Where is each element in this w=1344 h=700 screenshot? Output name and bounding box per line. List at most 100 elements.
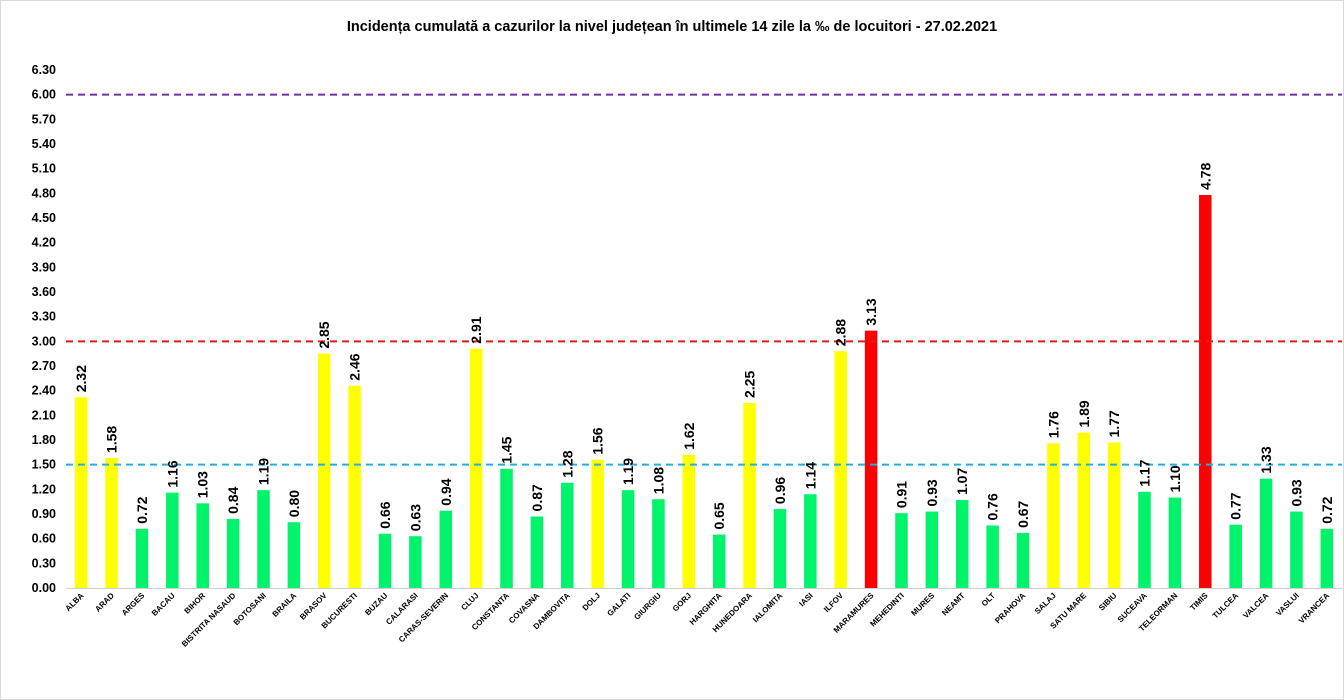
- x-tick-label: ILFOV: [822, 591, 845, 614]
- value-label: 4.78: [1197, 163, 1213, 190]
- y-tick-label: 3.90: [32, 260, 56, 274]
- y-tick-label: 3.60: [32, 285, 56, 299]
- bar-dambovita: [561, 482, 574, 588]
- bar-galati: [621, 490, 635, 588]
- value-label: 2.91: [468, 316, 484, 343]
- bar-sibiu: [1107, 442, 1121, 588]
- value-label: 0.77: [1228, 492, 1244, 519]
- x-tick-label: BRASOV: [298, 591, 329, 622]
- bar-dolj: [591, 459, 604, 588]
- bar-olt: [986, 525, 999, 588]
- x-tick-label: ARGES: [120, 591, 147, 618]
- y-tick-label: 0.00: [32, 581, 56, 595]
- y-tick-label: 3.30: [32, 310, 56, 324]
- bar-gorj: [682, 454, 696, 588]
- bar-valcea: [1259, 478, 1273, 588]
- value-label: 0.93: [924, 479, 940, 506]
- y-tick-label: 1.20: [32, 482, 56, 496]
- value-label: 1.19: [620, 458, 636, 485]
- value-label: 1.17: [1137, 459, 1153, 486]
- y-tick-label: 5.70: [32, 112, 56, 126]
- y-tick-label: 2.40: [32, 384, 56, 398]
- x-tick-label: NEAMT: [940, 591, 967, 618]
- bar-arges: [135, 528, 149, 588]
- value-label: 1.28: [559, 450, 575, 477]
- value-label: 2.46: [347, 353, 363, 380]
- value-label: 2.85: [316, 321, 332, 348]
- value-label: 1.62: [681, 422, 697, 449]
- y-tick-label: 3.00: [32, 334, 56, 348]
- value-label: 0.93: [1288, 479, 1304, 506]
- value-label: 1.77: [1106, 410, 1122, 437]
- value-label: 0.67: [1015, 500, 1031, 527]
- value-label: 0.87: [529, 484, 545, 511]
- value-label: 1.03: [195, 471, 211, 498]
- value-label: 1.56: [590, 427, 606, 454]
- value-label: 0.72: [134, 496, 150, 523]
- bar-salaj: [1047, 443, 1060, 588]
- reference-lines: [66, 93, 1342, 466]
- value-label: 0.84: [225, 486, 241, 513]
- x-tick-label: ARAD: [93, 591, 116, 614]
- value-label: 0.76: [985, 493, 1001, 520]
- x-tick-label: VASLUI: [1274, 591, 1301, 618]
- value-label: 0.65: [711, 502, 727, 529]
- bar-vaslui: [1290, 511, 1303, 588]
- bars: [74, 194, 1334, 588]
- bar-bistrita-nasaud: [226, 518, 240, 588]
- bar-alba: [74, 397, 88, 588]
- bar-covasna: [530, 516, 544, 588]
- value-label: 1.33: [1258, 446, 1274, 473]
- value-label: 1.10: [1167, 465, 1183, 492]
- bar-calarasi: [409, 536, 422, 588]
- bar-brasov: [317, 353, 331, 588]
- value-label: 0.96: [772, 477, 788, 504]
- value-label: 1.45: [499, 436, 515, 463]
- x-tick-label: VALCEA: [1241, 591, 1270, 620]
- x-tick-label: BRAILA: [271, 591, 299, 619]
- value-label: 0.66: [377, 501, 393, 528]
- bar-bucuresti: [348, 385, 361, 588]
- x-tick-label: BIHOR: [183, 591, 208, 616]
- x-tick-label: CLUJ: [459, 591, 480, 612]
- value-label: 1.07: [954, 468, 970, 495]
- bar-suceava: [1138, 491, 1151, 588]
- bar-prahova: [1016, 532, 1030, 588]
- x-tick-label: BACAU: [150, 591, 177, 618]
- value-label: 2.32: [73, 365, 89, 392]
- y-tick-label: 0.60: [32, 532, 56, 546]
- bar-botosani: [257, 490, 270, 588]
- x-tick-label: DOLJ: [581, 591, 602, 612]
- y-tick-label: 4.50: [32, 211, 56, 225]
- x-tick-label: IASI: [797, 591, 814, 608]
- y-tick-label: 6.00: [32, 88, 56, 102]
- value-label: 2.88: [833, 319, 849, 346]
- y-tick-label: 2.70: [32, 359, 56, 373]
- bar-neamt: [955, 500, 969, 588]
- bar-iasi: [804, 494, 817, 588]
- bar-tulcea: [1229, 524, 1242, 588]
- x-tick-label: GORJ: [671, 591, 693, 613]
- x-tick-label: SALAJ: [1033, 591, 1058, 616]
- x-tick-label: IALOMITA: [751, 591, 784, 624]
- value-label: 3.13: [863, 298, 879, 325]
- y-tick-label: 2.10: [32, 408, 56, 422]
- y-tick-label: 1.50: [32, 458, 56, 472]
- bar-caras-severin: [439, 510, 453, 588]
- value-label: 0.63: [407, 504, 423, 531]
- value-label: 1.19: [255, 458, 271, 485]
- y-tick-label: 4.80: [32, 186, 56, 200]
- chart-title: Incidența cumulată a cazurilor la nivel …: [346, 19, 998, 35]
- bar-timis: [1199, 194, 1212, 588]
- y-tick-label: 0.30: [32, 556, 56, 570]
- value-label: 1.08: [650, 467, 666, 494]
- bar-cluj: [469, 348, 483, 588]
- y-tick-label: 6.30: [32, 63, 56, 77]
- bar-teleorman: [1168, 497, 1182, 588]
- value-label: 0.94: [438, 478, 454, 505]
- x-tick-label: TULCEA: [1211, 591, 1240, 620]
- value-label: 1.76: [1045, 411, 1061, 438]
- y-tick-label: 5.10: [32, 162, 56, 176]
